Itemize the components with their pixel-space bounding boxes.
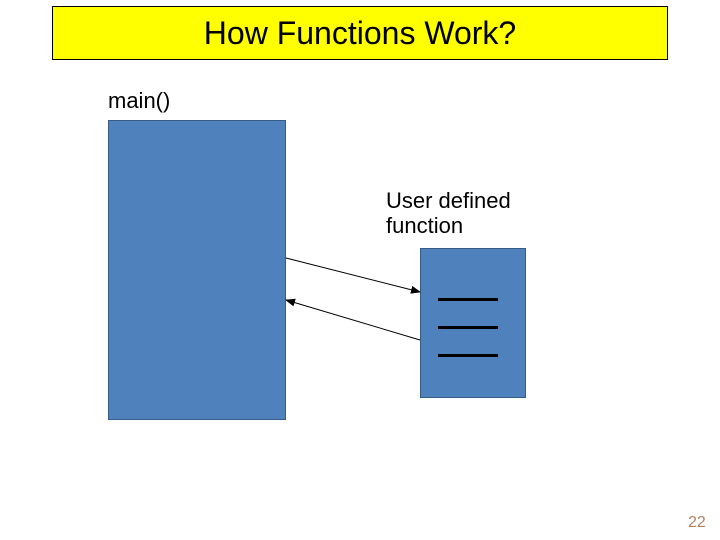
- arrow-return: [286, 300, 420, 340]
- udf-box: [420, 248, 526, 398]
- page-number: 22: [688, 514, 706, 532]
- main-label: main(): [108, 88, 170, 113]
- slide-title: How Functions Work?: [52, 6, 668, 60]
- code-line-3: [438, 354, 498, 357]
- code-line-2: [438, 326, 498, 329]
- user-defined-label: User defined function: [386, 188, 511, 239]
- code-line-1: [438, 298, 498, 301]
- slide-title-text: How Functions Work?: [204, 15, 516, 52]
- main-box: [108, 120, 286, 420]
- arrow-call: [286, 258, 420, 292]
